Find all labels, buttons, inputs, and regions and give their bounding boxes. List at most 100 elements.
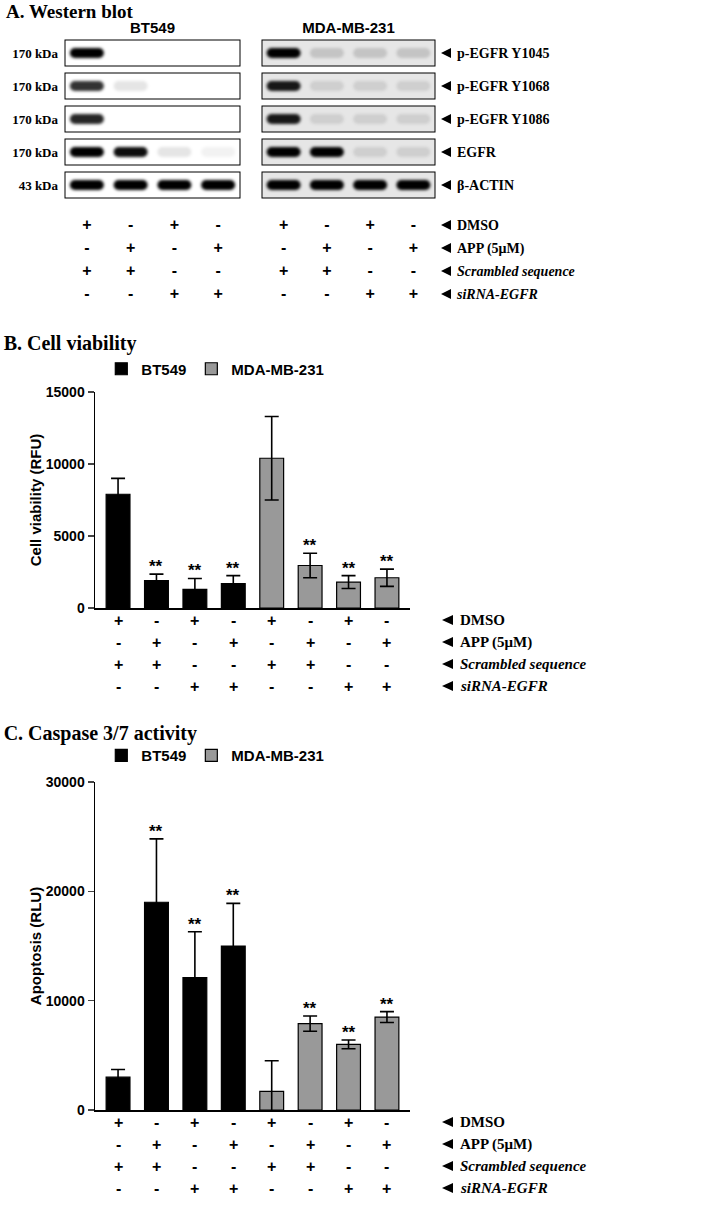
svg-text:-: - — [308, 612, 313, 629]
svg-text:**: ** — [342, 559, 356, 578]
svg-text:+: + — [267, 1114, 276, 1131]
svg-text:APP (5μM): APP (5μM) — [457, 241, 525, 257]
svg-text:Scrambled sequence: Scrambled sequence — [460, 656, 587, 672]
svg-text:-: - — [192, 656, 197, 673]
svg-text:+: + — [126, 239, 135, 256]
svg-text:+: + — [322, 239, 331, 256]
svg-text:-: - — [269, 1180, 274, 1197]
svg-text:-: - — [192, 1136, 197, 1153]
svg-text:Scrambled sequence: Scrambled sequence — [457, 264, 575, 279]
svg-text:-: - — [231, 1114, 236, 1131]
svg-text:-: - — [308, 1114, 313, 1131]
svg-text:-: - — [346, 1158, 351, 1175]
svg-text:+: + — [170, 216, 179, 233]
svg-text:C. Caspase 3/7 activity: C. Caspase 3/7 activity — [4, 722, 197, 745]
svg-text:BT549: BT549 — [130, 19, 175, 36]
svg-text:MDA-MB-231: MDA-MB-231 — [231, 747, 324, 764]
svg-text:-: - — [192, 634, 197, 651]
svg-text:170 kDa: 170 kDa — [12, 79, 58, 94]
svg-text:+: + — [229, 1136, 238, 1153]
svg-text:-: - — [128, 285, 133, 302]
svg-text:-: - — [384, 612, 389, 629]
svg-text:-: - — [411, 262, 416, 279]
svg-text:Apoptosis (RLU): Apoptosis (RLU) — [27, 887, 44, 1005]
svg-text:+: + — [306, 656, 315, 673]
svg-text:+: + — [267, 612, 276, 629]
svg-text:-: - — [231, 612, 236, 629]
svg-text:170 kDa: 170 kDa — [12, 145, 58, 160]
svg-text:+: + — [213, 285, 222, 302]
svg-text:+: + — [152, 634, 161, 651]
svg-text:170 kDa: 170 kDa — [12, 112, 58, 127]
svg-text:+: + — [382, 634, 391, 651]
svg-text:-: - — [116, 678, 121, 695]
svg-text:-: - — [128, 216, 133, 233]
svg-text:**: ** — [188, 915, 202, 934]
svg-text:+: + — [267, 1158, 276, 1175]
svg-text:10000: 10000 — [46, 993, 85, 1009]
svg-text:-: - — [308, 678, 313, 695]
svg-text:+: + — [114, 1114, 123, 1131]
svg-text:**: ** — [342, 1023, 356, 1042]
svg-text:+: + — [114, 612, 123, 629]
svg-text:+: + — [306, 634, 315, 651]
svg-text:MDA-MB-231: MDA-MB-231 — [302, 19, 395, 36]
svg-text:-: - — [154, 1114, 159, 1131]
svg-text:-: - — [154, 1180, 159, 1197]
svg-text:A. Western blot: A. Western blot — [6, 1, 134, 22]
svg-text:+: + — [279, 216, 288, 233]
svg-text:+: + — [170, 285, 179, 302]
svg-text:0: 0 — [77, 600, 85, 616]
svg-text:MDA-MB-231: MDA-MB-231 — [231, 361, 324, 378]
svg-text:-: - — [116, 634, 121, 651]
svg-text:+: + — [382, 1180, 391, 1197]
svg-text:-: - — [384, 656, 389, 673]
svg-text:-: - — [346, 634, 351, 651]
svg-text:+: + — [190, 1180, 199, 1197]
svg-text:+: + — [82, 262, 91, 279]
svg-text:-: - — [215, 216, 220, 233]
svg-text:+: + — [344, 678, 353, 695]
svg-text:DMSO: DMSO — [460, 1114, 505, 1130]
svg-text:**: ** — [226, 559, 240, 578]
svg-text:+: + — [279, 262, 288, 279]
svg-text:+: + — [229, 634, 238, 651]
svg-text:-: - — [324, 216, 329, 233]
svg-text:-: - — [192, 1158, 197, 1175]
svg-text:+: + — [229, 1180, 238, 1197]
svg-text:siRNA-EGFR: siRNA-EGFR — [460, 678, 548, 694]
svg-text:**: ** — [226, 886, 240, 905]
svg-text:DMSO: DMSO — [457, 218, 499, 233]
svg-text:5000: 5000 — [54, 528, 85, 544]
svg-text:+: + — [365, 285, 374, 302]
svg-text:-: - — [116, 1136, 121, 1153]
svg-text:B. Cell viability: B. Cell viability — [4, 332, 137, 355]
svg-text:-: - — [231, 1158, 236, 1175]
svg-text:+: + — [344, 1114, 353, 1131]
svg-text:-: - — [308, 1180, 313, 1197]
svg-text:β-ACTIN: β-ACTIN — [457, 178, 514, 193]
svg-text:**: ** — [303, 999, 317, 1018]
svg-text:+: + — [409, 239, 418, 256]
svg-text:43 kDa: 43 kDa — [19, 178, 59, 193]
svg-text:BT549: BT549 — [141, 747, 186, 764]
svg-text:-: - — [411, 216, 416, 233]
svg-text:+: + — [152, 1136, 161, 1153]
svg-text:-: - — [346, 1136, 351, 1153]
svg-text:**: ** — [149, 557, 163, 576]
svg-text:+: + — [126, 262, 135, 279]
svg-text:+: + — [306, 1158, 315, 1175]
svg-text:Cell viability (RFU): Cell viability (RFU) — [27, 434, 44, 567]
svg-text:10000: 10000 — [46, 456, 85, 472]
svg-text:siRNA-EGFR: siRNA-EGFR — [456, 287, 538, 302]
svg-text:-: - — [367, 239, 372, 256]
svg-text:+: + — [229, 678, 238, 695]
svg-text:+: + — [152, 656, 161, 673]
svg-text:0: 0 — [77, 1102, 85, 1118]
svg-text:p-EGFR Y1045: p-EGFR Y1045 — [457, 46, 549, 61]
svg-text:p-EGFR Y1086: p-EGFR Y1086 — [457, 112, 549, 127]
svg-text:-: - — [384, 1114, 389, 1131]
svg-text:+: + — [190, 612, 199, 629]
svg-text:-: - — [154, 612, 159, 629]
svg-text:-: - — [116, 1180, 121, 1197]
